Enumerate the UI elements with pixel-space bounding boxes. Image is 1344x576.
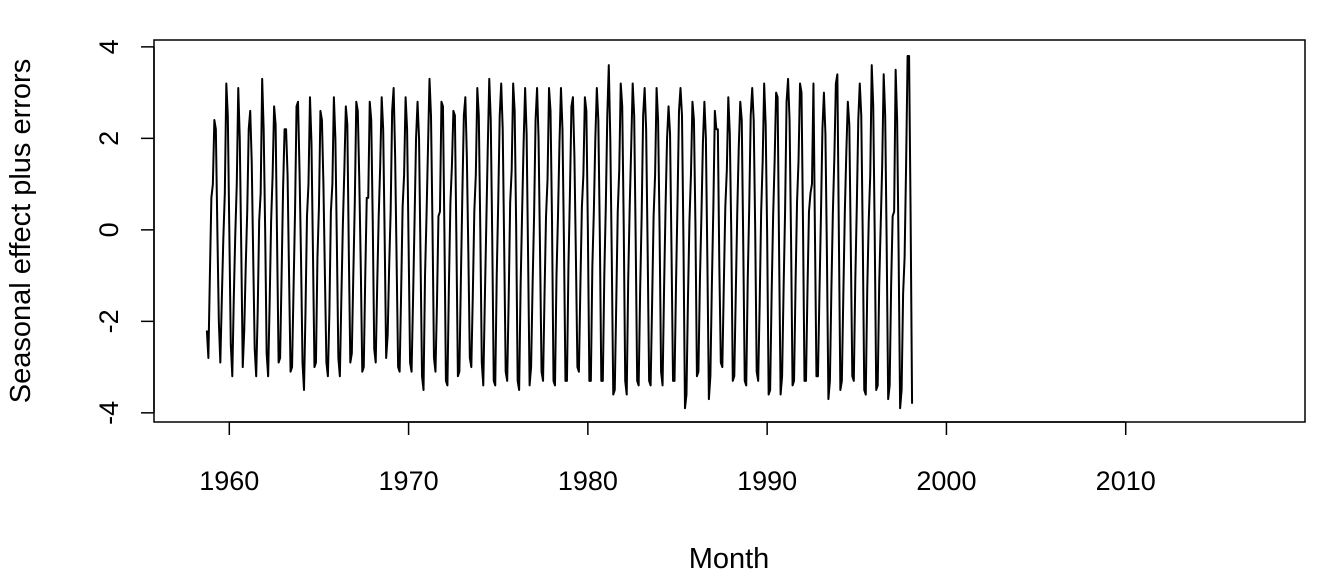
y-axis: -4 -2 0 2 4 [94,39,155,425]
series-line [205,55,914,410]
x-tick-label: 1960 [199,466,259,496]
x-tick-label: 1990 [737,466,797,496]
y-tick-label: 0 [94,222,124,237]
y-tick-label: 2 [94,131,124,146]
x-axis: 1960 1970 1980 1990 2000 2010 [199,421,1156,496]
y-tick-label: -2 [94,309,124,333]
x-tick-label: 2000 [916,466,976,496]
x-axis-title: Month [689,543,770,575]
y-tick-label: 4 [94,39,124,54]
y-axis-title: Seasonal effect plus errors [5,59,37,403]
y-tick-label: -4 [94,401,124,425]
x-tick-label: 1970 [379,466,439,496]
x-tick-label: 2010 [1096,466,1156,496]
x-tick-label: 1980 [558,466,618,496]
